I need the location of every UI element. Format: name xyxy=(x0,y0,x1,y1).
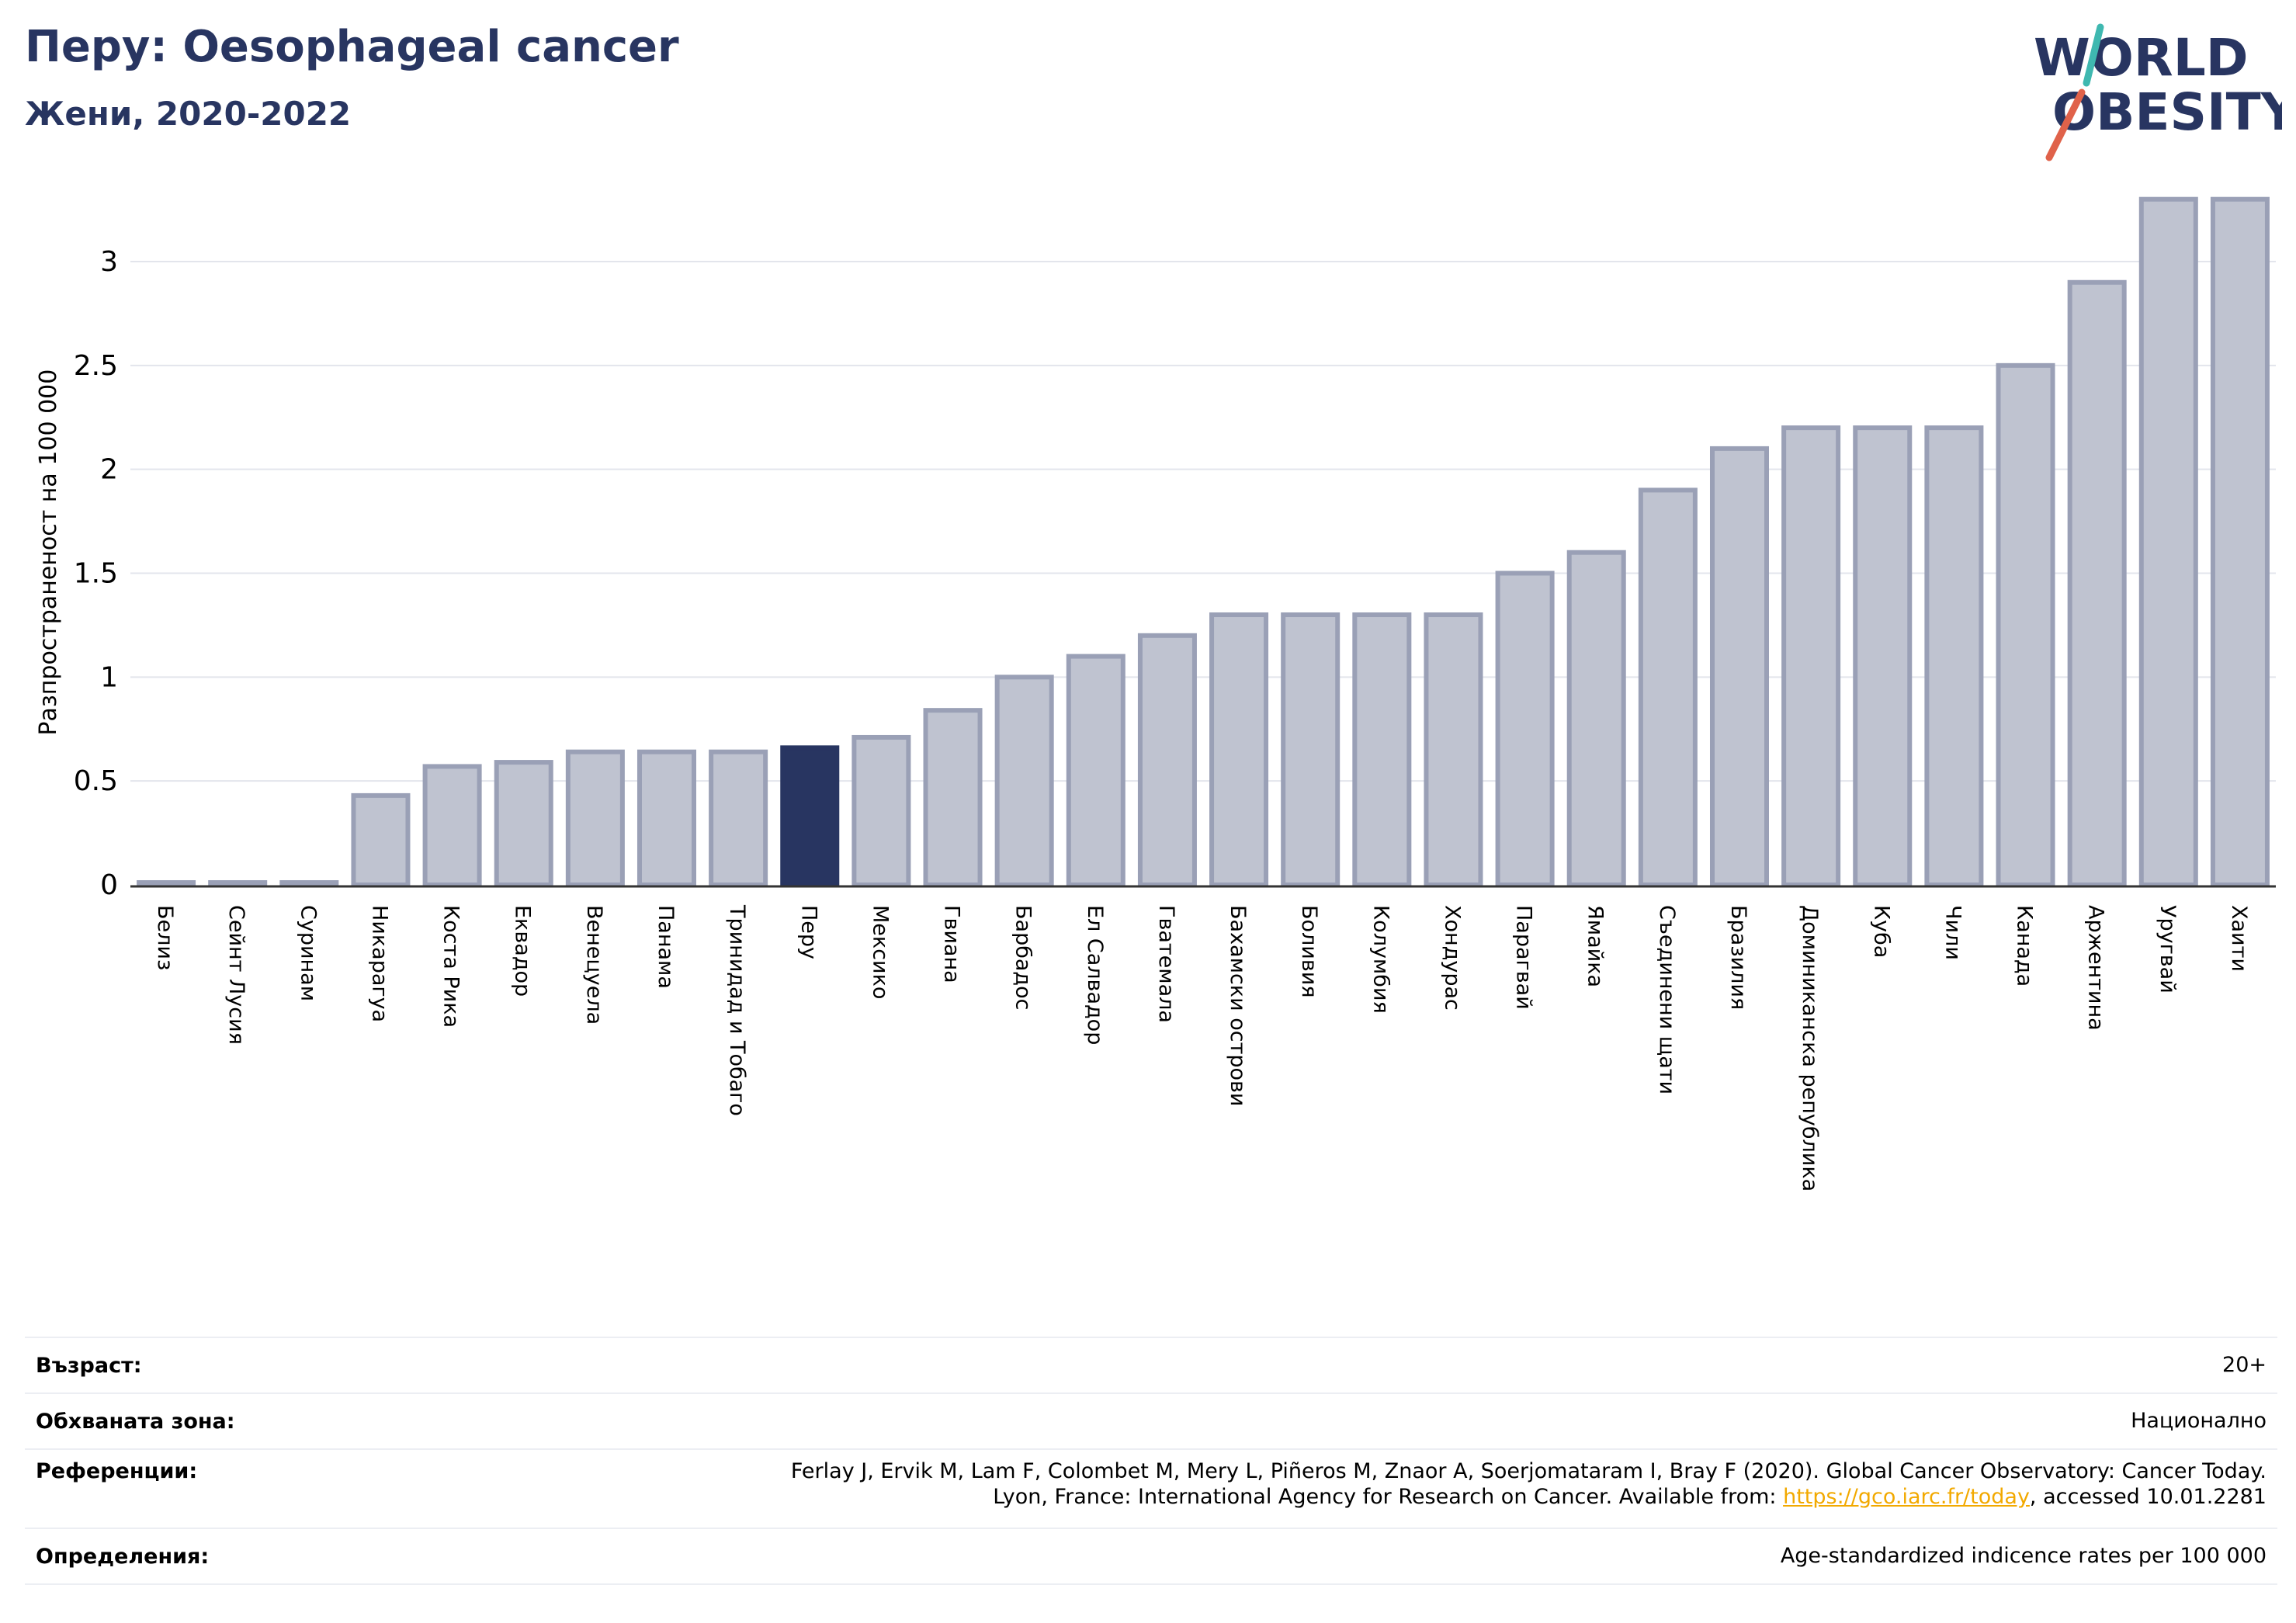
x-tick-label: Ел Салвадор xyxy=(1083,905,1107,1045)
chart-subtitle: Жени, 2020-2022 xyxy=(25,95,352,133)
references-line-2-prefix: Lyon, France: International Agency for R… xyxy=(993,1484,1784,1509)
y-tick-label: 0 xyxy=(100,869,118,901)
area-value: Национално xyxy=(2131,1408,2267,1433)
bar xyxy=(279,880,339,887)
x-tick-label: Колумбия xyxy=(1368,905,1393,1014)
age-value: 20+ xyxy=(2222,1352,2267,1377)
x-tick-label: Барбадос xyxy=(1011,905,1035,1010)
y-axis-label: Разпространеност на 100 000 xyxy=(35,369,62,736)
bar xyxy=(1424,612,1483,887)
x-tick-label: Уругвай xyxy=(2156,905,2180,994)
y-tick-label: 1.5 xyxy=(74,558,118,590)
bar xyxy=(1638,487,1698,888)
logo-word-obesity: OBESITY xyxy=(2052,82,2282,142)
info-row-definitions: Определения: Age-standardized indicence … xyxy=(25,1529,2277,1585)
bar xyxy=(2067,279,2127,887)
y-tick-label: 2 xyxy=(100,454,118,486)
bar xyxy=(494,760,553,887)
bar xyxy=(780,745,840,888)
references-line-1: Ferlay J, Ervik M, Lam F, Colombet M, Me… xyxy=(790,1459,2267,1483)
bar xyxy=(1066,654,1125,887)
y-tick-label: 1 xyxy=(100,661,118,693)
bar xyxy=(994,675,1054,887)
y-tick-label: 0.5 xyxy=(74,765,118,797)
x-tick-label: Сейнт Лусия xyxy=(224,905,248,1045)
x-tick-label: Хаити xyxy=(2227,905,2251,972)
bar xyxy=(1996,362,2055,888)
references-line-2-suffix: , accessed 10.01.2281 xyxy=(2029,1484,2267,1509)
bar xyxy=(351,792,411,887)
x-tick-label: Гватемала xyxy=(1154,905,1178,1023)
x-tick-label: Суринам xyxy=(296,905,320,1001)
x-tick-label: Аржентина xyxy=(2084,905,2108,1031)
logo-word-world: WORLD xyxy=(2034,28,2249,88)
bar xyxy=(1281,612,1340,887)
bar xyxy=(137,880,196,887)
x-tick-label: Никарагуа xyxy=(367,905,391,1022)
x-tick-label: Бахамски острови xyxy=(1226,905,1250,1106)
age-label: Възраст: xyxy=(36,1353,142,1378)
bar xyxy=(208,880,268,887)
info-table: Възраст: 20+ Обхваната зона: Национално … xyxy=(25,1337,2277,1585)
info-row-age: Възраст: 20+ xyxy=(25,1338,2277,1394)
chart-title: Перу: Oesophageal cancer xyxy=(25,22,679,72)
x-tick-label: Мексико xyxy=(868,905,892,999)
bar xyxy=(1853,425,1913,887)
bar xyxy=(422,764,482,887)
x-tick-label: Тринидад и Тобаго xyxy=(725,904,749,1116)
bar xyxy=(1137,633,1197,887)
bar-chart: 0 0.5 1 1.5 2 2.5 3 Разпространеност на 100 000… xyxy=(35,196,2276,1191)
x-tick-label: Чили xyxy=(1941,905,1965,960)
x-tick-label: Венецуела xyxy=(582,905,606,1025)
x-tick-label: Доминиканска република xyxy=(1798,905,1822,1191)
x-tick-label: Боливия xyxy=(1297,905,1321,998)
bar xyxy=(565,749,625,888)
x-tick-label: Панама xyxy=(654,905,678,989)
bar xyxy=(1209,612,1269,887)
x-tick-label: Перу xyxy=(796,905,820,959)
x-tick-label: Ямайка xyxy=(1583,905,1608,987)
x-tick-label: Куба xyxy=(1869,905,1893,958)
bar xyxy=(1709,446,1770,887)
references-value: Ferlay J, Ervik M, Lam F, Colombet M, Me… xyxy=(791,1459,2267,1510)
bar xyxy=(1495,570,1555,887)
logo-slash-coral xyxy=(2045,88,2086,161)
references-link[interactable]: https://gco.iarc.fr/today xyxy=(1783,1484,2030,1509)
y-tick-label: 2.5 xyxy=(74,350,118,382)
definitions-value: Age-standardized indicence rates per 100… xyxy=(1780,1543,2267,1568)
bar xyxy=(923,708,983,887)
bar xyxy=(2210,196,2270,887)
logo-slash-teal xyxy=(2083,23,2104,87)
definitions-label: Определения: xyxy=(36,1544,210,1569)
area-label: Обхваната зона: xyxy=(36,1409,235,1434)
references-label: Референции: xyxy=(36,1459,198,1483)
x-tick-label: Канада xyxy=(2013,905,2037,987)
bar xyxy=(851,734,911,887)
y-tick-label: 3 xyxy=(100,246,118,278)
x-tick-label: Коста Рика xyxy=(439,905,463,1028)
bar xyxy=(1352,612,1412,887)
bar xyxy=(1566,550,1626,887)
info-row-references: Референции: Ferlay J, Ervik M, Lam F, Co… xyxy=(25,1450,2277,1529)
info-row-area: Обхваната зона: Национално xyxy=(25,1394,2277,1450)
bar xyxy=(636,749,697,888)
world-obesity-logo: WORLD OBESITY xyxy=(2034,23,2282,161)
x-tick-label: Еквадор xyxy=(511,905,535,997)
x-tick-label: Парагвай xyxy=(1512,905,1536,1010)
references-line-2: Lyon, France: International Agency for R… xyxy=(791,1485,2267,1510)
x-tick-label: Хондурас xyxy=(1440,905,1464,1011)
bar xyxy=(2138,196,2198,887)
x-tick-label: Бразилия xyxy=(1726,905,1750,1010)
x-tick-label: Белиз xyxy=(153,905,177,970)
x-tick-label: Съединени щати xyxy=(1655,905,1679,1094)
bar xyxy=(1924,425,1984,887)
x-tick-label: Гвиана xyxy=(940,905,964,983)
bar xyxy=(709,749,768,888)
bar xyxy=(1781,425,1841,887)
